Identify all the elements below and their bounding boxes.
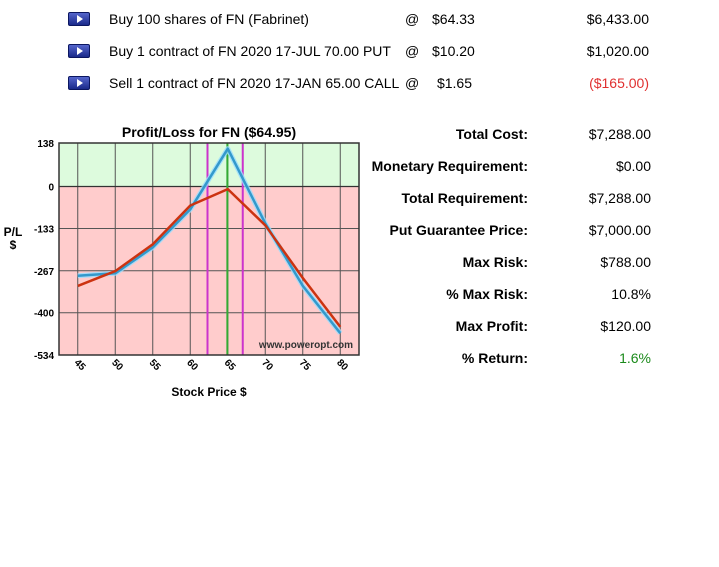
trade-description: Sell 1 contract of FN 2020 17-JAN 65.00 … — [109, 75, 400, 91]
summary-row-pct-return: % Return: 1.6% — [370, 350, 660, 370]
chart-canvas: Profit/Loss for FN ($64.95) 138 0 -133 -267 -… — [4, 124, 360, 399]
summary-value: $788.00 — [600, 254, 651, 270]
x-tick-label: 75 — [297, 357, 313, 373]
y-tick-label: -400 — [34, 309, 54, 320]
x-tick-label: 70 — [259, 357, 275, 373]
summary-value: $7,000.00 — [588, 222, 651, 238]
y-tick-label: 138 — [37, 139, 54, 150]
summary-row-total-requirement: Total Requirement: $7,288.00 — [370, 190, 660, 210]
trade-at-symbol: @ — [405, 11, 420, 27]
summary-value: $7,288.00 — [588, 190, 651, 206]
trade-price: $64.33 — [432, 11, 475, 27]
trade-row: Buy 100 shares of FN (Fabrinet) @ $64.33… — [0, 11, 719, 33]
summary-label: Max Risk: — [462, 254, 528, 270]
summary-row-max-profit: Max Profit: $120.00 — [370, 318, 660, 338]
summary-label: Put Guarantee Price: — [389, 222, 529, 238]
summary-row-total-cost: Total Cost: $7,288.00 — [370, 126, 660, 146]
summary-value: $0.00 — [615, 158, 651, 174]
x-axis-label: Stock Price $ — [171, 385, 247, 399]
trade-price: $10.20 — [432, 43, 475, 59]
y-tick-label: -534 — [34, 351, 54, 362]
summary-label: % Return: — [461, 350, 528, 366]
x-tick-label: 55 — [147, 357, 163, 373]
trade-description: Buy 100 shares of FN (Fabrinet) — [109, 11, 309, 27]
series-line — [77, 147, 342, 334]
trade-at-symbol: @ — [405, 75, 420, 91]
trade-total: $6,433.00 — [586, 11, 649, 27]
summary-value: 10.8% — [611, 286, 651, 302]
trade-description: Buy 1 contract of FN 2020 17-JUL 70.00 P… — [109, 43, 391, 59]
trade-play-button[interactable] — [68, 44, 90, 58]
trade-total: $1,020.00 — [586, 43, 649, 59]
chart-title: Profit/Loss for FN ($64.95) — [122, 124, 296, 140]
trade-row: Buy 1 contract of FN 2020 17-JUL 70.00 P… — [0, 43, 719, 65]
trade-total: ($165.00) — [589, 75, 649, 91]
profit-loss-chart: Profit/Loss for FN ($64.95) 138 0 -133 -267 -… — [0, 118, 370, 408]
x-tick-label: 60 — [184, 357, 200, 373]
trade-play-button[interactable] — [68, 76, 90, 90]
summary-label: Monetary Requirement: — [371, 158, 528, 174]
trade-price: $1.65 — [436, 75, 472, 91]
y-axis-label: P/L — [4, 225, 23, 239]
y-axis-label-unit: $ — [10, 238, 17, 252]
summary-label: Total Requirement: — [401, 190, 528, 206]
summary-value: $120.00 — [600, 318, 651, 334]
x-tick-label: 65 — [222, 357, 238, 373]
x-tick-label: 80 — [334, 357, 350, 373]
y-tick-label: 0 — [48, 183, 54, 194]
trade-at-symbol: @ — [405, 43, 420, 59]
summary-row-pct-max-risk: % Max Risk: 10.8% — [370, 286, 660, 306]
summary-label: Max Profit: — [455, 318, 528, 334]
y-tick-label: -133 — [34, 224, 54, 235]
summary-row-max-risk: Max Risk: $788.00 — [370, 254, 660, 274]
summary-label: % Max Risk: — [446, 286, 528, 302]
summary-row-monetary-requirement: Monetary Requirement: $0.00 — [370, 158, 660, 178]
trade-play-button[interactable] — [68, 12, 90, 26]
summary-value: $7,288.00 — [588, 126, 651, 142]
trade-row: Sell 1 contract of FN 2020 17-JAN 65.00 … — [0, 75, 719, 97]
x-tick-label: 45 — [72, 357, 88, 373]
x-tick-label: 50 — [109, 357, 125, 373]
chart-watermark: www.poweropt.com — [258, 340, 353, 351]
summary-label: Total Cost: — [455, 126, 528, 142]
plot-frame — [58, 142, 360, 356]
series-line — [77, 187, 342, 328]
y-tick-label: -267 — [34, 267, 54, 278]
summary-row-put-guarantee-price: Put Guarantee Price: $7,000.00 — [370, 222, 660, 242]
summary-value: 1.6% — [619, 350, 651, 366]
